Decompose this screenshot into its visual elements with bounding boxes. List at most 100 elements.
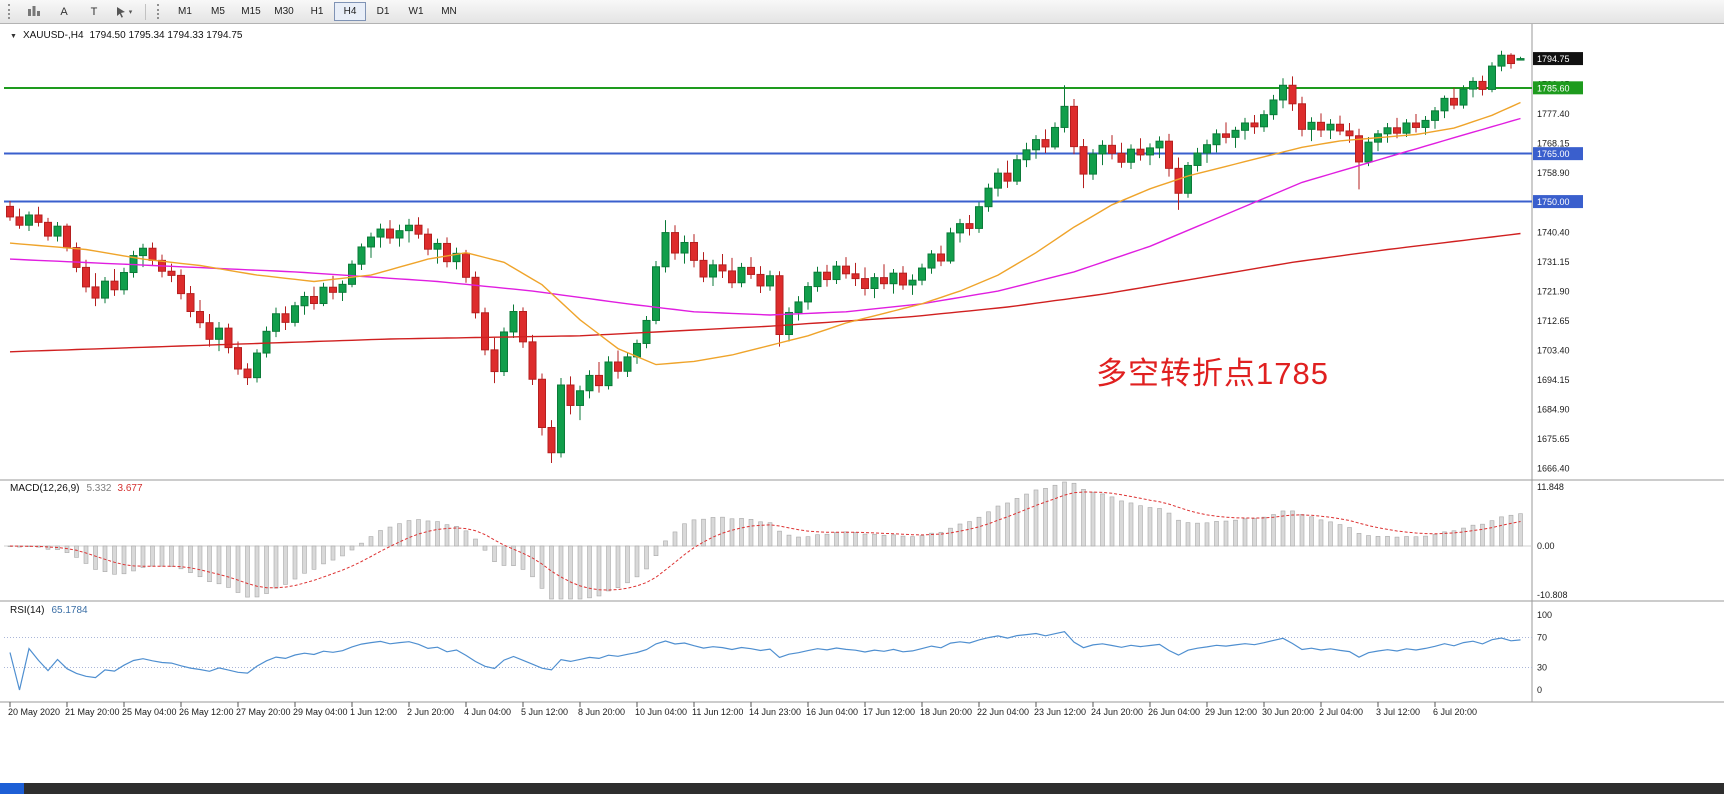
arrow-tool-button[interactable]: A [50, 2, 78, 22]
time-label: 1 Jun 12:00 [350, 707, 397, 717]
macd-histogram-bar [862, 533, 868, 547]
macd-histogram-bar [777, 530, 782, 547]
candle-body [367, 236, 375, 248]
candle-body [1478, 80, 1487, 90]
macd-histogram-bar [710, 517, 716, 547]
candle-body [310, 295, 318, 305]
candle-body [1364, 141, 1373, 163]
macd-histogram-bar [606, 545, 611, 592]
macd-histogram-bar [1375, 536, 1381, 547]
candle-body [91, 286, 100, 299]
macd-histogram-bar [349, 545, 355, 551]
price-tick-label: 1712.65 [1537, 316, 1570, 326]
macd-histogram-bar [1005, 502, 1010, 547]
level-price-label-1750.00 [1533, 195, 1583, 209]
macd-histogram-bar [976, 516, 982, 547]
candle-body [452, 252, 461, 263]
macd-histogram-bar [720, 516, 725, 547]
macd-histogram-bar [1033, 489, 1039, 547]
macd-histogram-bar [1328, 521, 1333, 547]
timeframe-toolbar-drag-handle[interactable] [157, 4, 163, 19]
timeframe-button-M30[interactable]: M30 [274, 6, 294, 17]
chevron-down-icon: ▾ [128, 8, 133, 16]
macd-histogram-bar [853, 532, 858, 547]
macd-histogram-bar [454, 526, 459, 547]
macd-histogram-bar [112, 545, 117, 575]
candle-body [1212, 133, 1221, 146]
macd-histogram-bar [359, 542, 364, 547]
candle-body [1307, 121, 1316, 130]
candle-body [823, 271, 831, 281]
macd-histogram-bar [634, 545, 640, 578]
macd-indicator-pane: 11.848 0.00 -10.808 [4, 481, 1568, 600]
candle-body [1431, 110, 1439, 121]
macd-histogram-bar [492, 545, 497, 562]
candle-body [167, 270, 176, 276]
candle-body [291, 305, 299, 323]
taskbar-start-button[interactable] [0, 783, 24, 794]
macd-histogram-bar [1299, 514, 1305, 547]
candle-body [880, 277, 888, 285]
candle-body [1497, 54, 1506, 67]
candle-body [585, 374, 594, 392]
macd-histogram-bar [340, 545, 345, 557]
candle-body [709, 264, 717, 278]
time-label: 16 Jun 04:00 [806, 707, 858, 717]
macd-histogram-bar [1290, 510, 1295, 547]
time-label: 26 Jun 04:00 [1148, 707, 1200, 717]
ma-fast-orange-line [9, 101, 1521, 366]
level-price-label-1765.00-text: 1765.00 [1537, 149, 1570, 159]
candle-body [348, 263, 356, 285]
candle-body [965, 223, 974, 229]
candle-body [1507, 54, 1515, 65]
macd-histogram-bar [1128, 502, 1134, 547]
level-price-label-1750.00-text: 1750.00 [1537, 197, 1570, 207]
chart-bars-icon-button[interactable] [20, 2, 48, 22]
timeframe-button-H4[interactable]: H4 [334, 2, 366, 21]
timeframe-button-MN[interactable]: MN [441, 6, 457, 17]
candle-body [253, 352, 261, 379]
candle-body [110, 280, 119, 291]
timeframe-button-D1[interactable]: D1 [376, 6, 390, 17]
macd-histogram-bar [663, 540, 668, 547]
text-tool-button[interactable]: T [80, 2, 108, 22]
macd-histogram-bar [1337, 524, 1343, 547]
macd-histogram-bar [1119, 500, 1124, 547]
time-label: 27 May 20:00 [236, 707, 291, 717]
timeframe-button-M15[interactable]: M15 [241, 6, 261, 17]
candle-body [53, 225, 62, 237]
candle-body [1022, 149, 1031, 161]
macd-histogram-bar [1204, 522, 1210, 547]
timeframe-button-M1[interactable]: M1 [178, 6, 192, 17]
draw-tool-button[interactable]: ▾ [110, 2, 138, 22]
macd-histogram-bar [1100, 493, 1105, 547]
time-label: 2 Jun 20:00 [407, 707, 454, 717]
macd-histogram-bar [739, 518, 744, 547]
timeframe-button-W1[interactable]: W1 [408, 6, 424, 17]
candle-body [1345, 130, 1354, 137]
time-label: 14 Jun 23:00 [749, 707, 801, 717]
time-axis[interactable]: 20 May 2020 21 May 20:00 25 May 04:00 26 Ma… [8, 702, 1477, 717]
toolbar-drag-handle[interactable] [8, 4, 14, 19]
macd-histogram-bar [1014, 498, 1020, 547]
candle-body [205, 322, 214, 340]
macd-histogram-bar [378, 530, 383, 547]
price-axis[interactable]: 1786.651777.401768.151758.901740.401731.… [1533, 52, 1583, 474]
arrow-tool-label: A [60, 5, 68, 18]
candle-body [851, 273, 860, 280]
macd-histogram-bar [1223, 520, 1229, 547]
candle-body [357, 246, 366, 265]
macd-histogram-bar [1432, 534, 1438, 547]
candle-body [1450, 97, 1458, 106]
timeframe-button-H1[interactable]: H1 [310, 6, 324, 17]
candle-body [1051, 126, 1059, 148]
candle-body [937, 253, 945, 262]
candle-body [300, 295, 309, 307]
candle-body [15, 216, 24, 226]
timeframe-button-M5[interactable]: M5 [211, 6, 225, 17]
candle-body [443, 242, 451, 263]
candle-body [1241, 122, 1249, 131]
macd-histogram-bar [482, 545, 488, 551]
macd-axis-label: 0.00 [1537, 541, 1555, 551]
